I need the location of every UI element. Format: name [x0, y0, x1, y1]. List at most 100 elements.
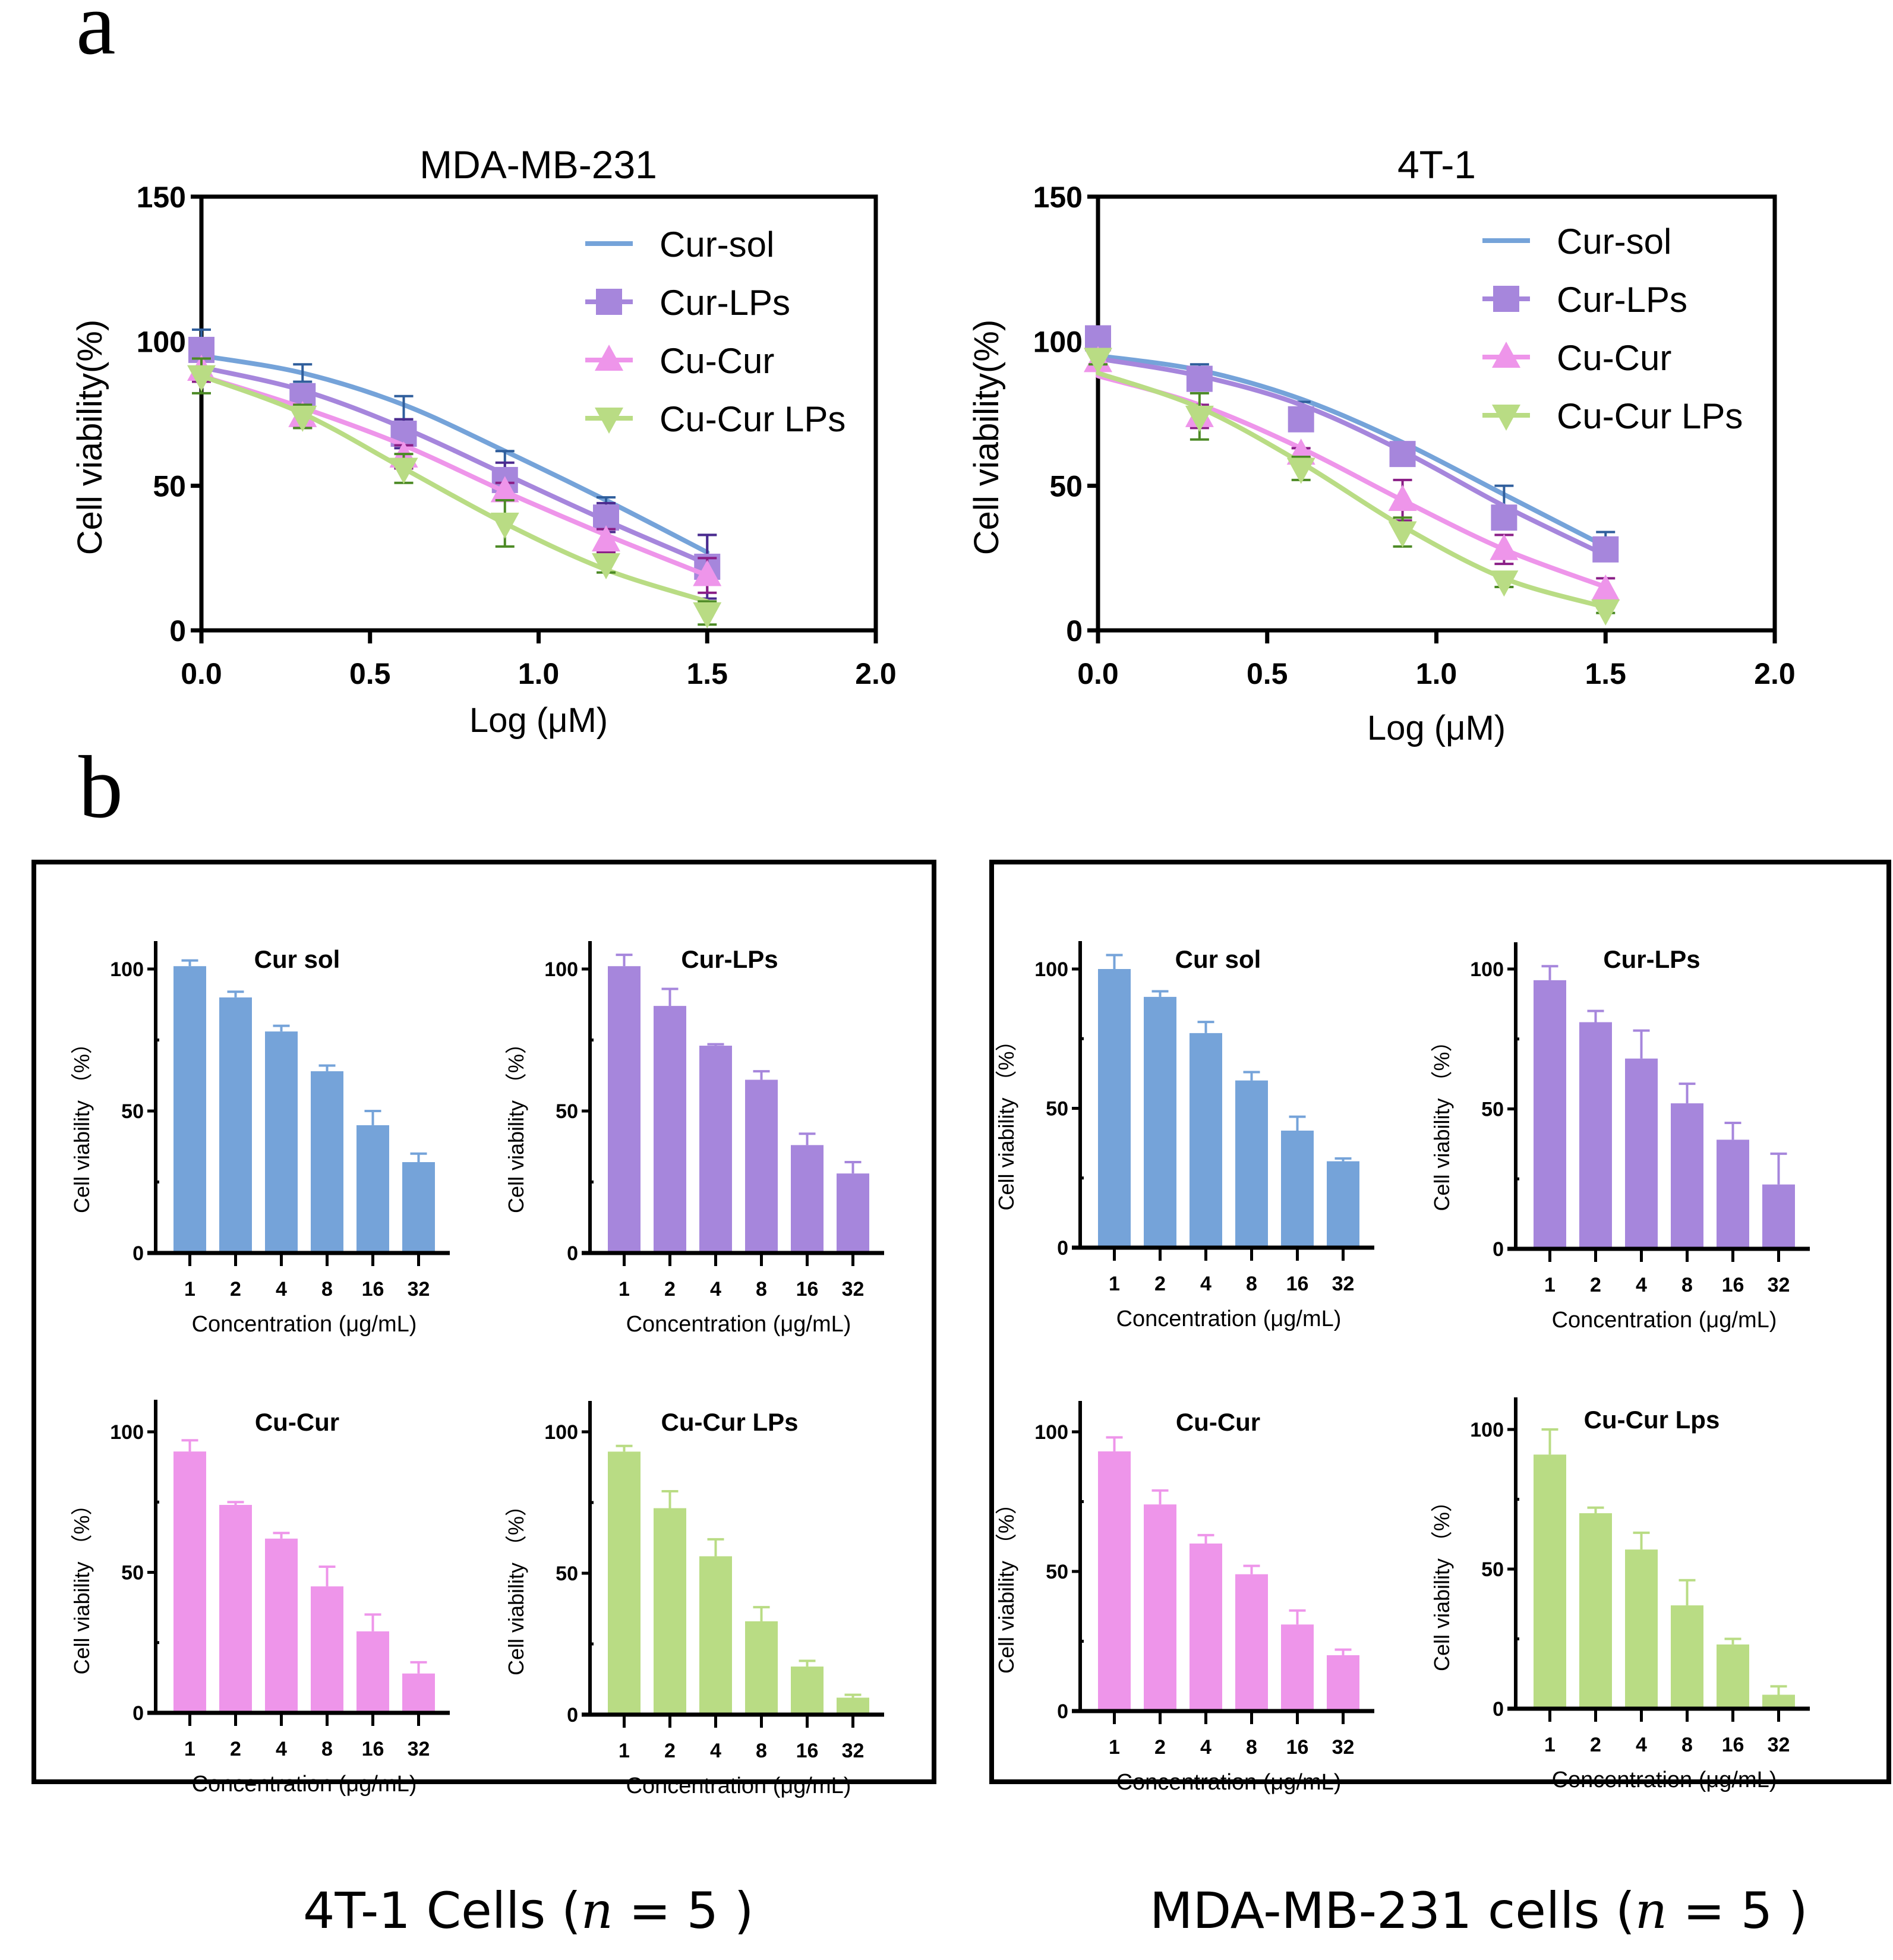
x-tick-label: 16: [796, 1278, 819, 1301]
caption-4t1-eq: = 5 ): [613, 1882, 754, 1940]
y-tick-label: 0: [1493, 1698, 1504, 1721]
caption-4t1-prefix: 4T-1 Cells (: [303, 1882, 581, 1940]
x-tick-label: 2: [230, 1738, 241, 1760]
bar: [1625, 1549, 1658, 1709]
data-point: [693, 560, 722, 586]
bar: [402, 1162, 435, 1253]
bar: [1190, 1544, 1222, 1711]
bar: [1327, 1655, 1359, 1711]
x-tick-label: 1.5: [1585, 657, 1626, 690]
data-point: [693, 602, 722, 629]
fit-curve: [199, 373, 710, 604]
legend-marker-cu-cur-lps: [595, 408, 623, 434]
x-tick-label: 8: [1246, 1736, 1257, 1759]
y-tick-label: 0: [567, 1242, 578, 1265]
x-tick-label: 1: [1544, 1274, 1556, 1296]
data-point: [1490, 570, 1519, 597]
y-axis-label: Cell viability （%）: [994, 1493, 1018, 1674]
fit-curve: [1096, 370, 1608, 610]
bar: [1625, 1058, 1658, 1249]
bar-chart-4t1-cursol: 1 2 4 8 16 32 0 50 100 Cur sol Concentration (μg/m…: [70, 941, 450, 1337]
x-axis-label: Concentration (μg/mL): [626, 1773, 851, 1798]
x-tick-label: 4: [276, 1738, 287, 1760]
y-tick-label: 0: [132, 1702, 144, 1725]
x-tick-label: 1: [1109, 1736, 1120, 1759]
y-tick-label: 150: [137, 181, 186, 214]
x-tick-label: 16: [362, 1738, 384, 1760]
x-tick-label: 8: [1681, 1734, 1693, 1756]
y-tick-label: 0: [1066, 614, 1083, 648]
series-cu-cur-lps: [187, 357, 722, 629]
chart-title: Cu-Cur Lps: [1584, 1406, 1720, 1434]
data-point: [490, 512, 519, 539]
bar: [311, 1586, 343, 1713]
x-tick-label: 1: [184, 1738, 195, 1760]
bar: [837, 1173, 869, 1253]
bar: [1717, 1140, 1749, 1249]
y-tick-label: 50: [1481, 1099, 1504, 1121]
x-tick-label: 4: [1200, 1273, 1211, 1295]
y-axis-label: Cell viability （%）: [1430, 1491, 1454, 1671]
legend-label-cu-cur: Cu-Cur: [660, 341, 774, 381]
bar: [1235, 1574, 1268, 1711]
y-tick-label: 0: [1057, 1700, 1068, 1723]
x-tick-label: 32: [1332, 1273, 1355, 1295]
y-axis-label: Cell viability(%): [71, 320, 109, 555]
x-tick-label: 0.0: [1077, 657, 1119, 690]
data-point: [1490, 534, 1519, 560]
x-axis-label: Concentration (μg/mL): [1116, 1770, 1342, 1795]
y-tick-label: 100: [1033, 325, 1083, 358]
x-tick-label: 4: [1636, 1734, 1647, 1756]
data-point: [288, 405, 317, 432]
panel-label-a: a: [76, 0, 116, 73]
line-chart-mda-mb-231: MDA-MB-231 0 50 100 150 0.0 0.5 1.0 1.5 2.0 Log (μ…: [71, 143, 897, 740]
caption-mda-eq: = 5 ): [1667, 1882, 1808, 1940]
x-axis-label: Log (μM): [469, 701, 608, 740]
chart-title: Cu-Cur LPs: [661, 1408, 799, 1436]
bar: [1717, 1644, 1749, 1709]
bar: [1281, 1131, 1314, 1248]
x-tick-label: 2: [664, 1278, 676, 1301]
data-point: [1592, 536, 1619, 563]
data-point: [1389, 441, 1416, 468]
bar: [1144, 1504, 1176, 1711]
bar: [654, 1006, 686, 1253]
caption-mda-prefix: MDA-MB-231 cells (: [1150, 1882, 1635, 1940]
bar: [265, 1538, 298, 1713]
bar-chart-4t1-cucur: 1 2 4 8 16 32 0 50 100 Cu-Cur Concentration (μg/mL…: [70, 1400, 450, 1797]
chart-title: Cur sol: [254, 945, 340, 973]
x-axis-label: Concentration (μg/mL): [192, 1312, 417, 1337]
y-tick-label: 0: [1057, 1237, 1068, 1260]
caption-mda-n: n: [1635, 1882, 1667, 1940]
x-tick-label: 32: [1768, 1734, 1790, 1756]
y-tick-label: 100: [137, 325, 186, 358]
chart-title: Cu-Cur: [1176, 1408, 1260, 1436]
x-tick-label: 8: [756, 1278, 767, 1301]
y-tick-label: 150: [1033, 181, 1083, 214]
bar-chart-4t1-cucurlps: 1 2 4 8 16 32 0 50 100 Cu-Cur LPs Concentration (μ…: [504, 1401, 884, 1798]
x-tick-label: 1.0: [1416, 657, 1457, 690]
data-point: [592, 525, 620, 552]
y-tick-label: 50: [153, 470, 186, 503]
bar: [745, 1080, 778, 1253]
box-4t1-cells: [31, 860, 936, 1784]
bar: [1327, 1161, 1359, 1248]
bar: [1534, 980, 1566, 1249]
data-point: [389, 457, 418, 484]
y-tick-label: 100: [1470, 1419, 1504, 1441]
bar-chart-mda-cucurlps: 1 2 4 8 16 32 0 50 100 Cu-Cur Lps Concentration (μ…: [1430, 1397, 1810, 1792]
y-axis-label: Cell viability （%）: [70, 1033, 94, 1213]
x-tick-label: 8: [321, 1738, 333, 1760]
bar: [356, 1631, 389, 1713]
x-tick-label: 0.5: [1247, 657, 1288, 690]
legend-label-cur-sol: Cur-sol: [660, 225, 774, 264]
x-tick-label: 16: [1286, 1736, 1309, 1759]
data-point: [592, 553, 620, 580]
data-point: [490, 476, 519, 503]
series-cur-sol: [192, 328, 717, 566]
legend-label-cur-lps: Cur-LPs: [660, 283, 790, 323]
bar: [1579, 1022, 1612, 1249]
bar: [1235, 1080, 1268, 1248]
bar: [1579, 1513, 1612, 1709]
